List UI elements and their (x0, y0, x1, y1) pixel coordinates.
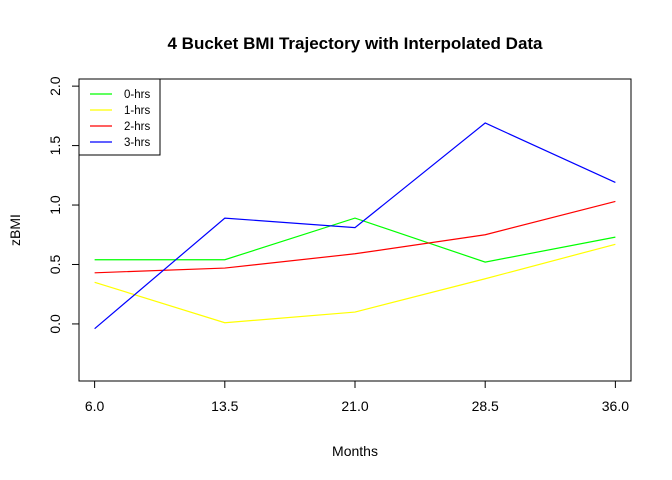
y-tick-label: 0.5 (47, 255, 63, 275)
legend-label-3-hrs: 3-hrs (124, 137, 150, 149)
y-tick-label: 0.0 (47, 314, 63, 334)
y-tick-label: 2.0 (47, 76, 63, 96)
x-tick-label: 21.0 (341, 398, 368, 414)
y-tick-label: 1.5 (47, 136, 63, 156)
y-axis-label: zBMI (7, 214, 23, 246)
y-axis: 0.0 0.5 1.0 1.5 2.0 (47, 76, 80, 334)
x-tick-label: 28.5 (472, 398, 499, 414)
y-tick-label: 1.0 (47, 195, 63, 215)
legend-label-2-hrs: 2-hrs (124, 121, 150, 133)
chart-title: 4 Bucket BMI Trajectory with Interpolate… (167, 34, 543, 53)
series-line-1-hrs (94, 243, 616, 324)
x-axis: 6.0 13.5 21.0 28.5 36.0 (85, 380, 629, 414)
legend: 0-hrs 1-hrs 2-hrs 3-hrs (78, 78, 161, 156)
series-line-2-hrs (94, 200, 616, 274)
x-tick-label: 6.0 (85, 398, 105, 414)
series-line-3-hrs (94, 122, 616, 330)
legend-box (78, 78, 161, 156)
series-lines (94, 122, 616, 330)
x-tick-label: 36.0 (602, 398, 629, 414)
series-line-0-hrs (94, 217, 616, 263)
x-axis-label: Months (332, 443, 378, 459)
legend-label-0-hrs: 0-hrs (124, 89, 150, 101)
legend-label-1-hrs: 1-hrs (124, 105, 150, 117)
plot-area-frame (78, 78, 632, 382)
x-tick-label: 13.5 (211, 398, 238, 414)
